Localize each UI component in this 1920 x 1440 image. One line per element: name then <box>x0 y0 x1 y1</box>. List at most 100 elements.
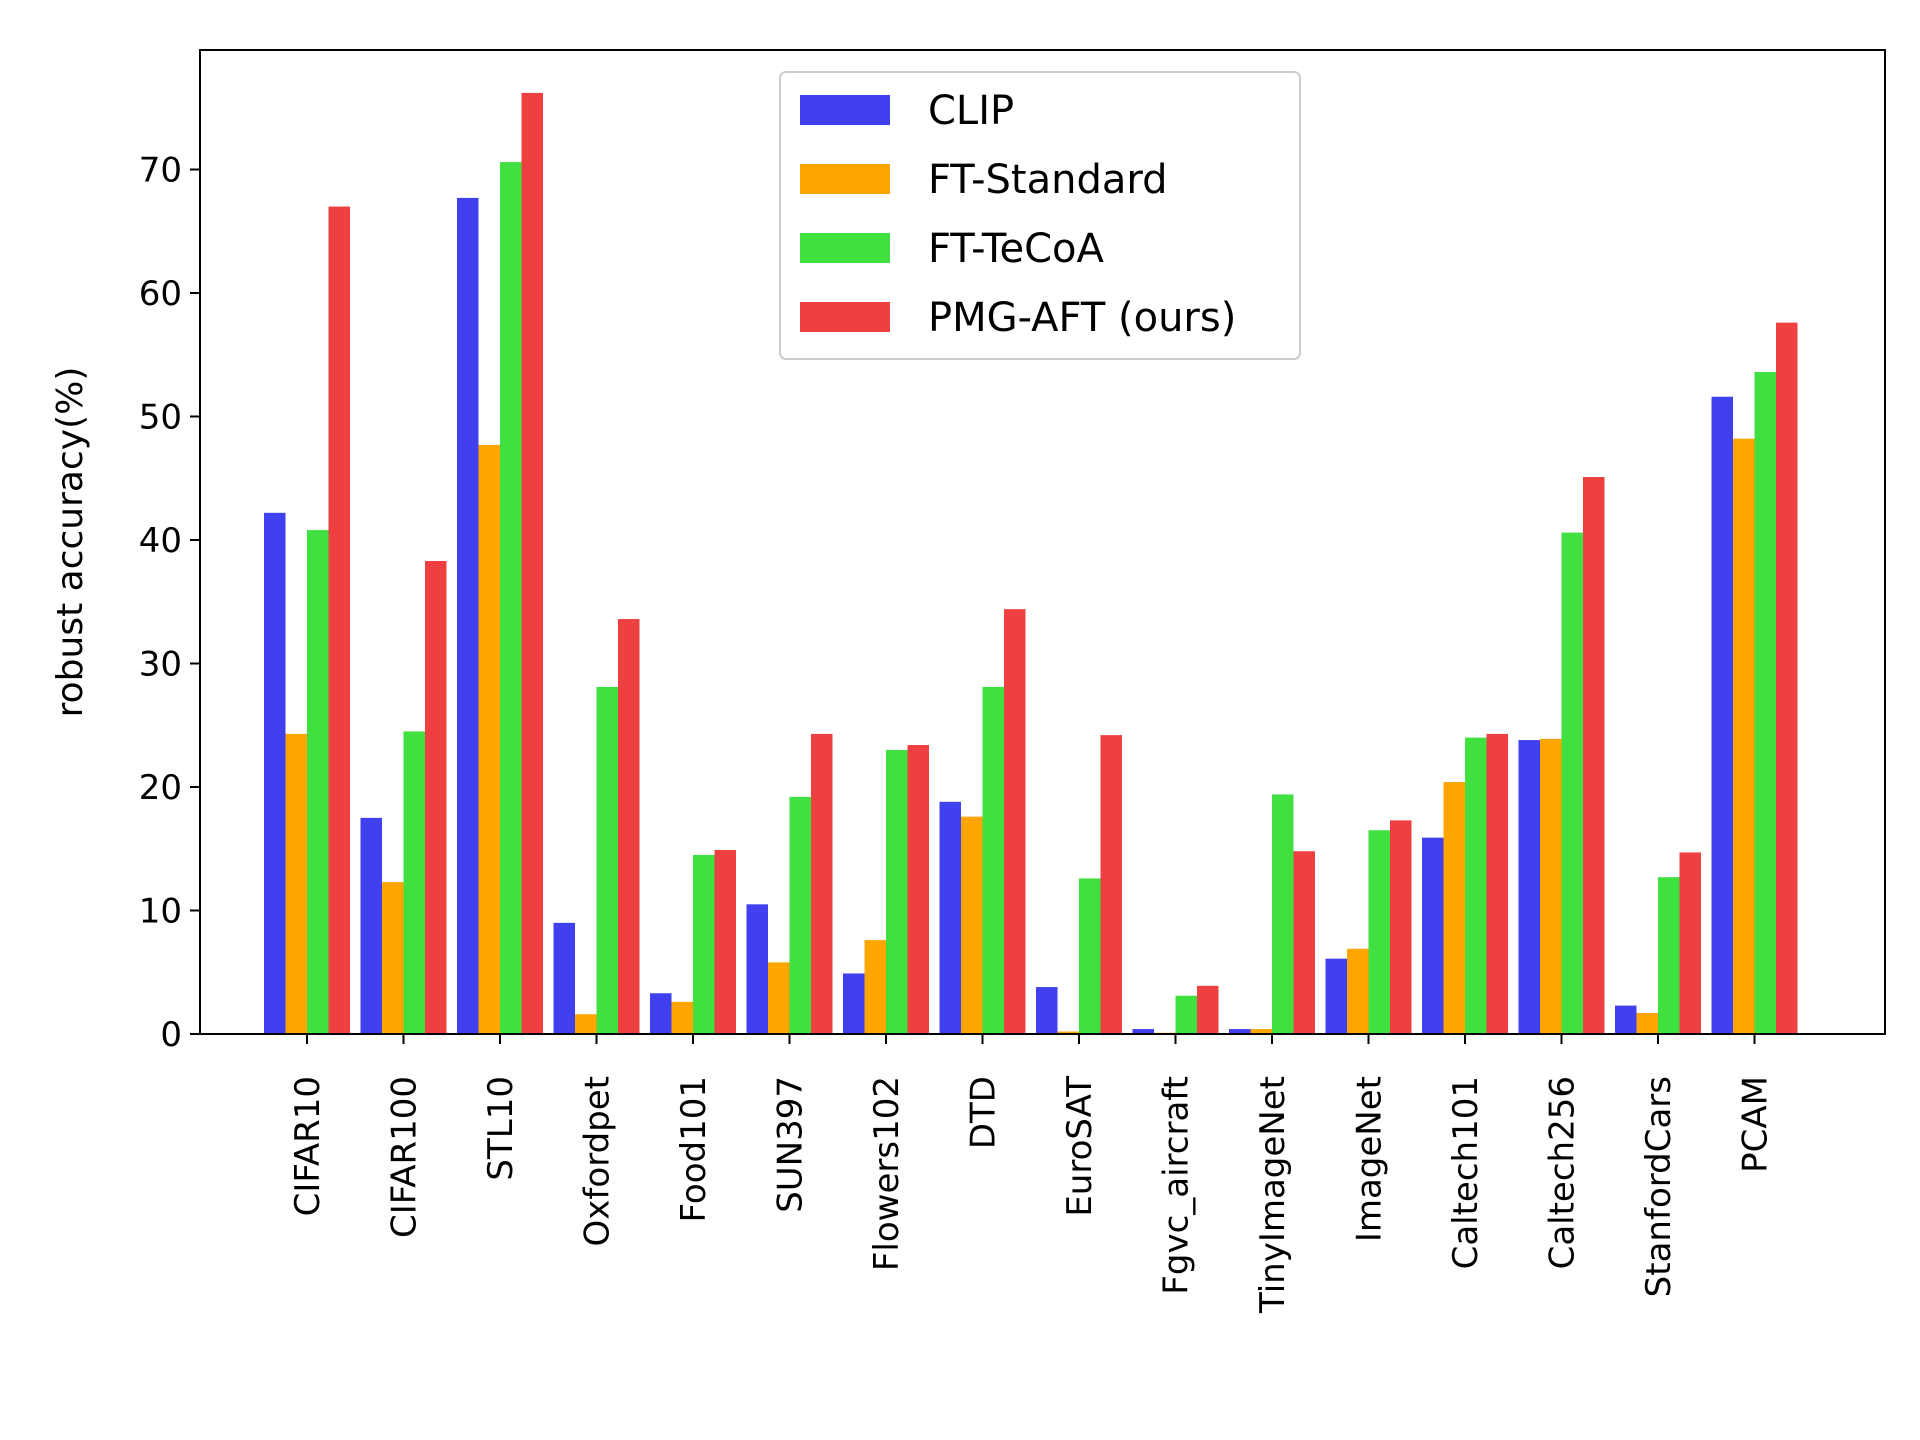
bar-ft-tecoa-cifar100 <box>403 731 425 1034</box>
y-tick-label: 10 <box>139 892 182 932</box>
x-tick-label: Caltech101 <box>1446 1076 1486 1269</box>
bar-ft-tecoa-food101 <box>693 854 715 1034</box>
x-tick-label: Flowers102 <box>867 1076 907 1271</box>
y-tick-label: 70 <box>139 151 182 191</box>
bar-pmg-aft-ours-cifar10 <box>328 206 350 1035</box>
bar-clip-sun397 <box>746 904 768 1034</box>
bar-clip-cifar10 <box>264 512 286 1034</box>
bar-clip-caltech256 <box>1518 740 1540 1034</box>
bar-clip-imagenet <box>1325 958 1347 1034</box>
y-tick-label: 40 <box>139 521 182 561</box>
bar-pmg-aft-ours-caltech101 <box>1486 733 1508 1034</box>
x-tick-label: STL10 <box>481 1076 521 1181</box>
bar-clip-food101 <box>650 993 672 1034</box>
x-tick-label: Fgvc_aircraft <box>1157 1076 1197 1295</box>
bar-pmg-aft-ours-tinyimagenet <box>1293 851 1315 1034</box>
bar-clip-stanfordcars <box>1615 1005 1637 1034</box>
x-tick-label: TinyImageNet <box>1253 1076 1293 1314</box>
bar-ft-tecoa-oxfordpet <box>596 686 618 1034</box>
bar-pmg-aft-ours-sun397 <box>811 733 833 1034</box>
x-tick-label: Oxfordpet <box>578 1076 618 1246</box>
x-tick-label: ImageNet <box>1350 1076 1390 1242</box>
bar-clip-oxfordpet <box>553 922 575 1034</box>
y-axis-label: robust accuracy(%) <box>50 367 91 718</box>
bar-pmg-aft-ours-stanfordcars <box>1679 852 1701 1034</box>
bar-ft-standard-caltech256 <box>1540 738 1562 1034</box>
y-tick-label: 50 <box>139 398 182 438</box>
bar-ft-standard-cifar10 <box>285 733 307 1034</box>
bar-clip-flowers102 <box>843 973 865 1034</box>
bar-ft-standard-cifar100 <box>382 882 404 1034</box>
bar-ft-tecoa-imagenet <box>1368 830 1390 1034</box>
bar-clip-fgvc-aircraft <box>1132 1029 1154 1034</box>
x-axis: CIFAR10 CIFAR100 STL10 Oxfordpet Food101 SUN3… <box>288 1034 1776 1314</box>
x-tick-label: EuroSAT <box>1060 1076 1100 1217</box>
bar-pmg-aft-ours-flowers102 <box>907 745 929 1034</box>
bar-ft-standard-dtd <box>961 816 983 1034</box>
bar-clip-eurosat <box>1036 987 1058 1034</box>
bar-ft-tecoa-caltech101 <box>1465 737 1487 1034</box>
bar-pmg-aft-ours-stl10 <box>521 92 543 1035</box>
x-tick-label: StanfordCars <box>1639 1076 1679 1297</box>
legend-label: CLIP <box>928 88 1014 134</box>
bar-ft-tecoa-tinyimagenet <box>1272 794 1294 1034</box>
bar-ft-tecoa-flowers102 <box>886 749 908 1034</box>
bar-pmg-aft-ours-eurosat <box>1100 735 1122 1034</box>
bar-ft-tecoa-caltech256 <box>1561 532 1583 1034</box>
bar-ft-tecoa-eurosat <box>1079 878 1101 1034</box>
legend-swatch <box>800 95 890 125</box>
bar-ft-tecoa-sun397 <box>789 796 811 1034</box>
bar-ft-tecoa-stanfordcars <box>1658 877 1680 1034</box>
y-axis: 0 10 20 30 40 50 60 70 <box>139 151 200 1055</box>
bar-clip-stl10 <box>457 197 479 1034</box>
bar-clip-caltech101 <box>1422 837 1444 1034</box>
bar-pmg-aft-ours-pcam <box>1776 322 1798 1034</box>
x-tick-label: Food101 <box>674 1076 714 1222</box>
legend-label: FT-TeCoA <box>928 226 1104 272</box>
bar-ft-standard-caltech101 <box>1443 782 1465 1034</box>
bar-ft-tecoa-fgvc-aircraft <box>1175 995 1197 1034</box>
bar-ft-standard-sun397 <box>768 962 790 1034</box>
legend: CLIP FT-Standard FT-TeCoA PMG-AFT (ours) <box>779 71 1301 360</box>
bar-pmg-aft-ours-food101 <box>714 849 736 1034</box>
bar-ft-standard-tinyimagenet <box>1250 1029 1272 1034</box>
y-tick-label: 60 <box>139 274 182 314</box>
bar-ft-tecoa-pcam <box>1754 372 1776 1034</box>
bar-ft-standard-pcam <box>1733 438 1755 1035</box>
bar-ft-standard-flowers102 <box>864 940 886 1034</box>
bar-pmg-aft-ours-cifar100 <box>425 560 447 1034</box>
y-tick-label: 30 <box>139 645 182 685</box>
legend-label: FT-Standard <box>928 157 1167 203</box>
y-tick-label: 0 <box>160 1015 182 1055</box>
x-tick-label: DTD <box>964 1076 1004 1149</box>
bar-clip-cifar100 <box>360 817 382 1034</box>
bar-ft-tecoa-stl10 <box>500 162 522 1035</box>
bar-clip-dtd <box>939 801 961 1034</box>
bar-pmg-aft-ours-fgvc-aircraft <box>1197 985 1219 1034</box>
legend-box <box>779 71 1301 360</box>
legend-swatch <box>800 302 890 332</box>
x-tick-label: CIFAR100 <box>385 1076 425 1238</box>
bar-ft-standard-stl10 <box>478 444 500 1034</box>
bar-clip-pcam <box>1711 396 1733 1034</box>
y-tick-label: 20 <box>139 768 182 808</box>
x-tick-label: PCAM <box>1736 1076 1776 1173</box>
bar-ft-tecoa-dtd <box>982 686 1004 1034</box>
bar-pmg-aft-ours-dtd <box>1004 609 1026 1034</box>
x-tick-label: Caltech256 <box>1543 1076 1583 1269</box>
bar-ft-standard-oxfordpet <box>575 1014 597 1034</box>
bar-ft-standard-stanfordcars <box>1636 1013 1658 1034</box>
bar-pmg-aft-ours-caltech256 <box>1583 477 1605 1034</box>
bars-layer <box>264 92 1798 1035</box>
bar-pmg-aft-ours-oxfordpet <box>618 619 640 1034</box>
bar-pmg-aft-ours-imagenet <box>1390 820 1412 1034</box>
x-tick-label: CIFAR10 <box>288 1076 328 1216</box>
bar-ft-standard-imagenet <box>1347 948 1369 1034</box>
legend-swatch <box>800 164 890 194</box>
legend-swatch <box>800 233 890 263</box>
x-tick-label: SUN397 <box>771 1076 811 1213</box>
legend-label: PMG-AFT (ours) <box>928 295 1236 341</box>
bar-clip-tinyimagenet <box>1229 1029 1251 1034</box>
bar-ft-standard-food101 <box>671 1001 693 1034</box>
